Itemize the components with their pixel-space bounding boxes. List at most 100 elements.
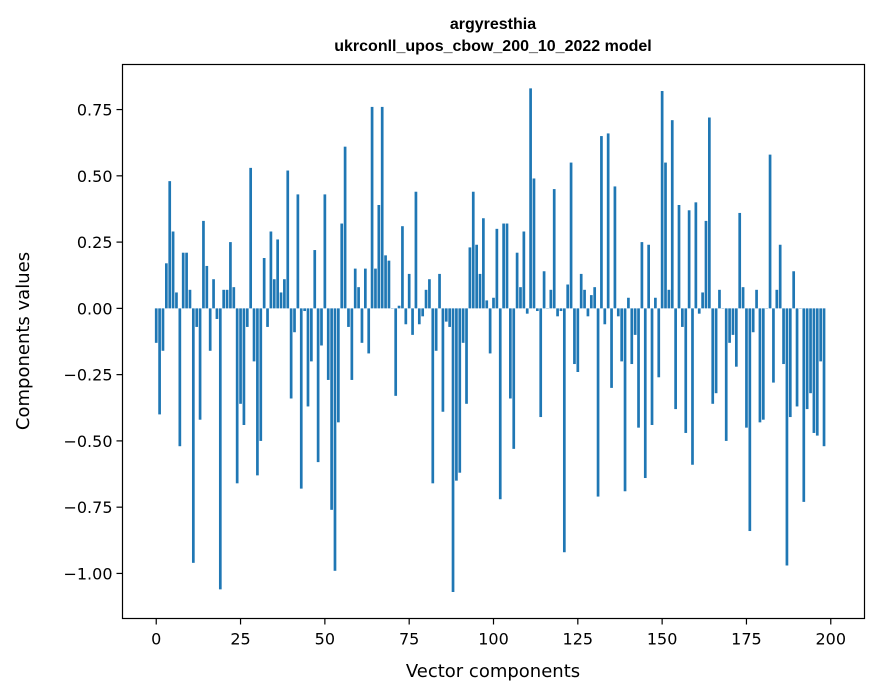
bar xyxy=(289,308,293,399)
bar xyxy=(191,308,195,563)
bar xyxy=(225,289,229,309)
bar xyxy=(175,292,178,309)
bar xyxy=(394,308,398,396)
bar xyxy=(239,308,242,404)
bar xyxy=(650,308,654,425)
bar xyxy=(589,295,593,309)
y-axis-label: Components values xyxy=(13,252,34,430)
bar xyxy=(212,279,215,309)
x-tick-label: 100 xyxy=(478,630,509,649)
bar xyxy=(377,204,381,309)
bar xyxy=(242,308,246,425)
x-axis-label: Vector components xyxy=(406,661,580,682)
x-axis-ticks: 0 25 50 75 100 125 150 175 200 xyxy=(151,618,846,649)
bar xyxy=(330,308,333,510)
bar xyxy=(822,308,826,447)
bar xyxy=(471,191,475,309)
bar xyxy=(586,308,590,317)
bar xyxy=(701,292,704,309)
bar xyxy=(819,308,823,362)
bar xyxy=(360,308,364,343)
bar xyxy=(421,308,425,317)
bar xyxy=(208,308,212,351)
bar xyxy=(438,273,441,309)
bar xyxy=(755,289,758,309)
bar xyxy=(269,231,273,309)
bar xyxy=(556,308,559,317)
y-tick-label: 0.25 xyxy=(77,233,113,252)
bar xyxy=(637,308,640,428)
bar xyxy=(286,170,290,309)
y-tick-label: 0.00 xyxy=(77,299,113,318)
bar xyxy=(687,210,691,309)
bar xyxy=(428,279,431,309)
bar xyxy=(323,194,327,309)
bar xyxy=(455,308,458,481)
bar xyxy=(276,239,279,309)
bar xyxy=(809,308,812,394)
bar xyxy=(708,117,711,309)
bar xyxy=(495,228,499,309)
bar xyxy=(485,300,489,309)
y-tick-label: −0.25 xyxy=(63,366,112,385)
bar xyxy=(674,308,677,410)
x-tick-label: 0 xyxy=(151,630,161,649)
bar xyxy=(488,308,492,354)
bar xyxy=(606,133,610,309)
bar xyxy=(681,308,684,327)
x-tick-label: 50 xyxy=(315,630,335,649)
bar xyxy=(684,308,688,433)
bar xyxy=(502,223,505,309)
bar xyxy=(343,146,347,309)
plot-frame xyxy=(121,63,866,620)
bar xyxy=(718,289,721,309)
bar xyxy=(529,88,532,309)
bar xyxy=(714,308,718,394)
bar xyxy=(397,305,401,309)
bar xyxy=(812,308,816,433)
bar xyxy=(320,308,323,346)
bar xyxy=(245,308,249,327)
bar xyxy=(664,162,667,309)
bar xyxy=(775,289,779,309)
bar xyxy=(741,287,745,309)
bar xyxy=(475,244,478,309)
bar xyxy=(633,308,637,335)
bar xyxy=(326,308,330,380)
bar xyxy=(616,308,620,317)
bar xyxy=(734,308,738,367)
bar xyxy=(404,308,408,325)
bar xyxy=(215,308,219,319)
bar xyxy=(761,308,765,420)
bar xyxy=(630,308,634,365)
bar xyxy=(185,252,188,309)
bar xyxy=(815,308,819,436)
bar xyxy=(444,308,448,322)
bar xyxy=(492,297,495,309)
bar xyxy=(303,308,306,312)
bar xyxy=(198,308,202,420)
bar xyxy=(384,255,387,309)
bar xyxy=(374,268,377,309)
bar xyxy=(751,308,755,333)
bar xyxy=(333,308,337,571)
y-tick-label: −0.50 xyxy=(63,432,112,451)
bar xyxy=(579,273,583,309)
bar xyxy=(424,289,428,309)
x-tick-label: 175 xyxy=(731,630,762,649)
bar xyxy=(519,287,522,309)
bar xyxy=(259,308,263,441)
bar xyxy=(782,308,785,365)
bar xyxy=(788,308,792,418)
bar xyxy=(576,308,580,372)
bar xyxy=(458,308,462,473)
y-tick-label: −0.75 xyxy=(63,498,112,517)
bar xyxy=(340,223,344,309)
bar xyxy=(367,308,371,354)
bar xyxy=(434,308,438,351)
bar xyxy=(515,252,519,309)
bar xyxy=(299,308,303,489)
bar xyxy=(731,308,735,335)
bar xyxy=(401,226,404,309)
